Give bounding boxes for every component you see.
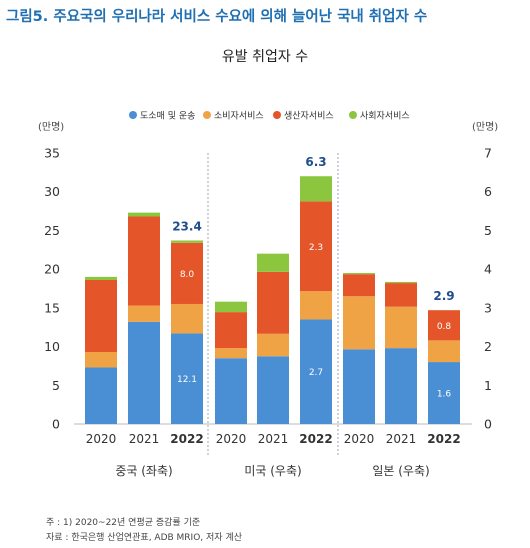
legend-label: 도소매 및 운송 xyxy=(140,110,195,122)
bar-segment xyxy=(85,351,117,368)
left-tick-label: 10 xyxy=(44,339,60,354)
bar-segment xyxy=(343,273,375,275)
bar-segment xyxy=(343,296,375,350)
bar-segment xyxy=(257,253,289,272)
bar-total-label: 23.4 xyxy=(172,219,202,233)
legend-label: 소비자서비스 xyxy=(214,111,264,122)
left-axis-unit: (만명) xyxy=(38,121,64,133)
right-tick-label: 0 xyxy=(484,417,492,432)
bar-segment xyxy=(171,240,203,243)
bar-segment xyxy=(428,340,460,363)
bar-segment xyxy=(85,279,117,352)
bar-segment xyxy=(128,305,160,322)
x-tick-label: 2021 xyxy=(258,432,289,446)
legend-marker xyxy=(203,111,211,119)
right-tick-label: 5 xyxy=(484,223,492,238)
bar-segment xyxy=(300,319,332,424)
legend-label: 사회자서비스 xyxy=(360,111,410,122)
bar-segment xyxy=(385,306,417,349)
bar-segment xyxy=(385,283,417,307)
right-tick-label: 1 xyxy=(484,378,492,393)
segment-value-label: 8.0 xyxy=(180,270,195,280)
bar-total-label: 2.9 xyxy=(433,289,454,303)
bar-segment xyxy=(128,212,160,217)
x-tick-label: 2021 xyxy=(129,432,160,446)
bar-segment xyxy=(171,333,203,424)
group-label: 중국 (좌축) xyxy=(115,464,172,478)
left-tick-label: 15 xyxy=(44,300,60,315)
x-tick-label: 2020 xyxy=(344,432,375,446)
figure-title: 그림5. 주요국의 우리나라 서비스 수요에 의해 늘어난 국내 취업자 수 xyxy=(6,9,428,25)
bar-segment xyxy=(300,201,332,292)
segment-value-label: 2.3 xyxy=(309,243,323,253)
x-tick-label: 2022 xyxy=(299,432,332,446)
bar-segment xyxy=(215,301,247,313)
left-tick-label: 35 xyxy=(44,146,60,161)
bar-segment xyxy=(428,310,460,341)
right-tick-label: 6 xyxy=(484,184,492,199)
right-tick-label: 4 xyxy=(484,262,492,277)
bar-segment xyxy=(257,333,289,357)
bar-segment xyxy=(300,291,332,320)
bar-segment xyxy=(85,276,117,280)
bar-segment xyxy=(385,281,417,284)
bar-total-label: 6.3 xyxy=(305,155,326,169)
segment-value-label: 1.6 xyxy=(437,390,452,400)
left-tick-label: 5 xyxy=(52,378,60,393)
segment-value-label: 12.1 xyxy=(177,375,197,385)
bar-segment xyxy=(343,349,375,424)
bar-segment xyxy=(171,242,203,304)
bar-segment xyxy=(128,216,160,306)
bar-segment xyxy=(257,356,289,424)
bar-segment xyxy=(300,176,332,202)
right-tick-label: 3 xyxy=(484,300,492,315)
segment-value-label: 2.7 xyxy=(309,368,323,378)
x-tick-label: 2022 xyxy=(170,432,203,446)
left-tick-label: 25 xyxy=(44,223,60,238)
x-tick-label: 2022 xyxy=(427,432,460,446)
legend-marker xyxy=(273,111,281,119)
bar-segment xyxy=(215,312,247,349)
bar-segment xyxy=(85,367,117,424)
bar-segment xyxy=(343,274,375,297)
right-tick-label: 7 xyxy=(484,146,492,161)
bar-segment xyxy=(128,321,160,424)
bar-segment xyxy=(215,348,247,359)
right-tick-label: 2 xyxy=(484,339,492,354)
right-axis-unit: (만명) xyxy=(472,121,498,133)
legend-marker xyxy=(349,111,357,119)
segment-value-label: 0.8 xyxy=(437,322,452,332)
bar-segment xyxy=(257,271,289,334)
bar-segment xyxy=(215,358,247,424)
x-tick-label: 2021 xyxy=(386,432,417,446)
left-tick-label: 20 xyxy=(44,262,60,277)
left-tick-label: 30 xyxy=(44,184,60,199)
x-tick-label: 2020 xyxy=(86,432,117,446)
x-tick-label: 2020 xyxy=(216,432,247,446)
chart-title: 유발 취업자 수 xyxy=(221,49,309,65)
group-label: 미국 (우축) xyxy=(244,464,301,478)
legend-marker xyxy=(129,111,137,119)
bar-segment xyxy=(171,303,203,334)
left-tick-label: 0 xyxy=(52,417,60,432)
bar-segment xyxy=(385,348,417,424)
bar-segment xyxy=(428,362,460,424)
group-label: 일본 (우축) xyxy=(372,464,429,478)
chart-note: 주 : 1) 2020~22년 연평균 증감률 기준 xyxy=(46,518,201,528)
chart-source: 자료 : 한국은행 산업연관표, ADB MRIO, 저자 계산 xyxy=(46,533,242,543)
legend-label: 생산자서비스 xyxy=(284,111,334,122)
